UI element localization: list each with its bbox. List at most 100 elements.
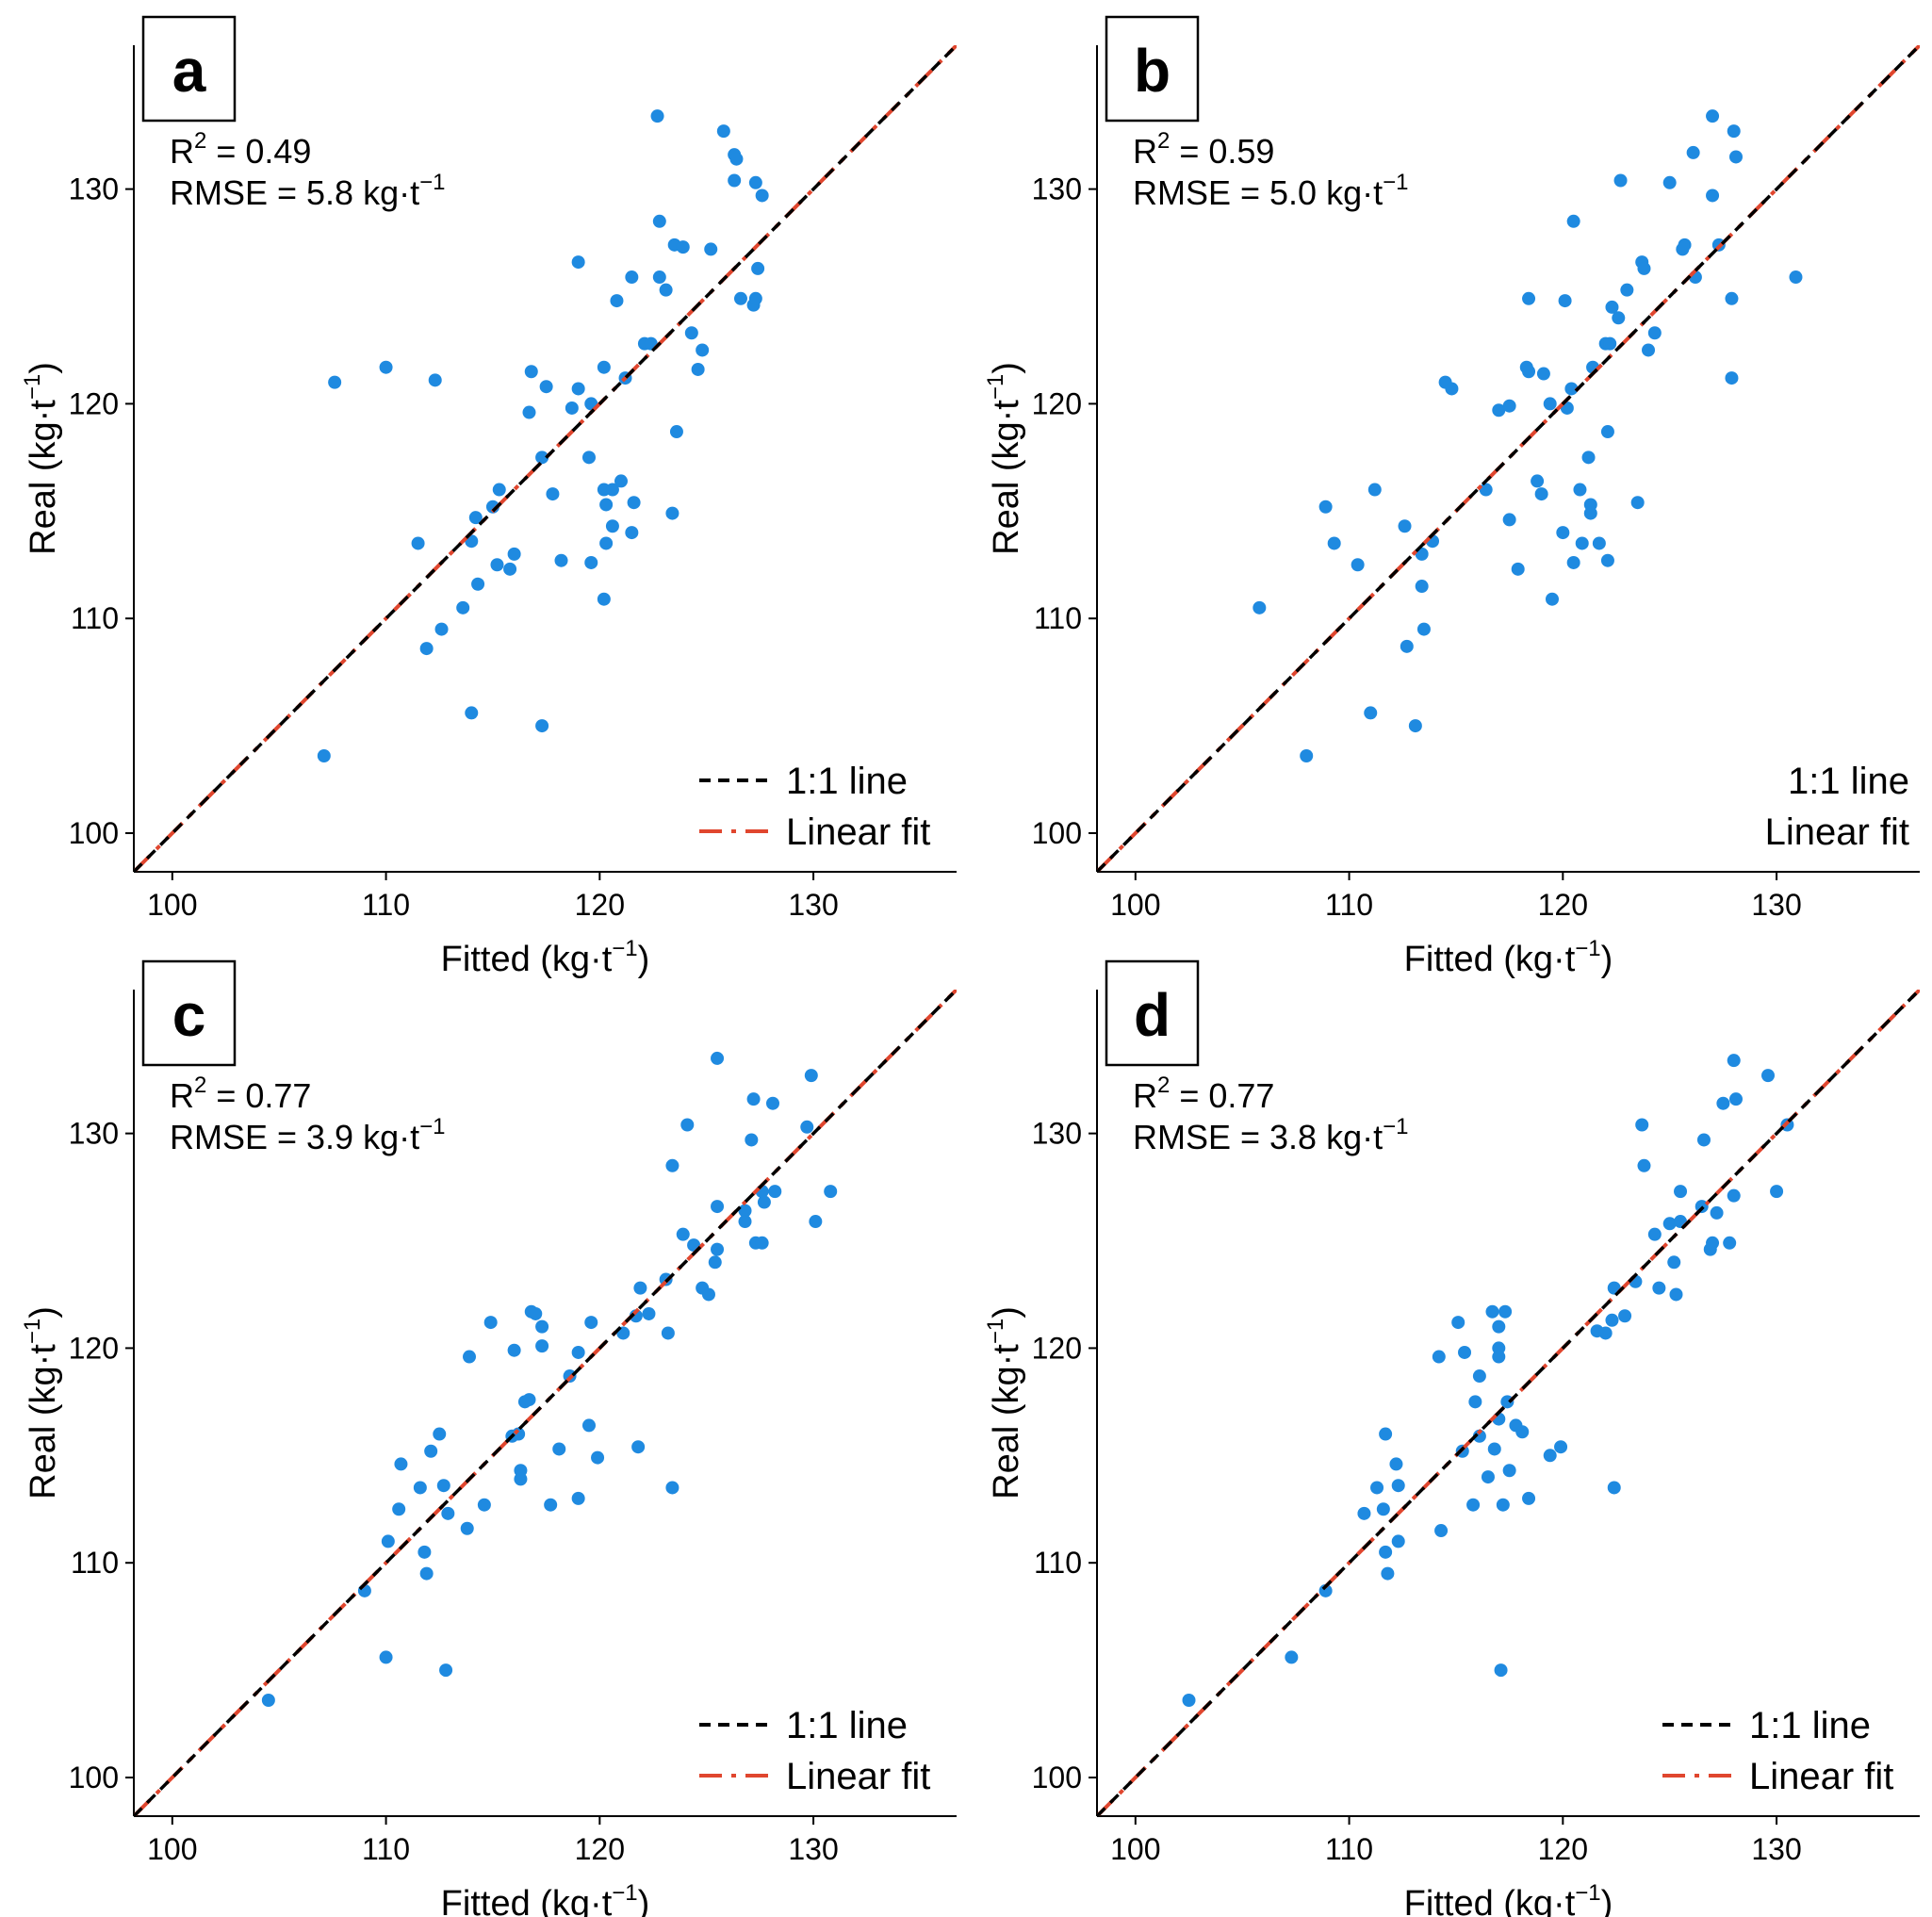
data-point — [261, 1693, 275, 1707]
data-point — [456, 600, 470, 614]
data-point — [1647, 326, 1662, 340]
data-point — [581, 451, 596, 465]
rmse-text: RMSE = 5.8 kg·t−1 — [170, 170, 445, 212]
data-point — [554, 553, 568, 567]
data-point — [665, 1481, 679, 1495]
data-point — [1502, 399, 1516, 413]
data-point — [581, 1418, 596, 1433]
legend-item: 1:1 line — [699, 761, 908, 802]
data-point — [1432, 1350, 1446, 1364]
data-point — [1605, 1313, 1619, 1327]
legend-item: Linear fit — [1765, 811, 1909, 853]
legend-label: Linear fit — [1765, 811, 1909, 853]
data-point — [1566, 214, 1580, 228]
rmse-text: RMSE = 5.0 kg·t−1 — [1133, 170, 1408, 212]
data-points — [1253, 109, 1803, 762]
data-point — [1472, 1429, 1486, 1443]
data-point — [1725, 291, 1739, 305]
y-tick-label: 100 — [69, 1761, 119, 1794]
panel-label-box — [141, 959, 237, 1067]
panels: 100 110 120 130 100 110 120 130 Fitted (kg·t−1) R… — [20, 15, 1920, 1917]
data-point — [605, 519, 619, 533]
data-point — [1600, 425, 1614, 439]
legend-item: Linear fit — [699, 811, 930, 853]
data-point — [1543, 1449, 1557, 1463]
rmse-text: RMSE = 3.9 kg·t−1 — [170, 1114, 445, 1156]
data-point — [535, 1319, 549, 1334]
data-point — [1492, 1319, 1506, 1334]
data-point — [1581, 451, 1596, 465]
data-point — [535, 719, 549, 733]
data-point — [1706, 1236, 1720, 1250]
data-point — [652, 270, 666, 285]
data-point — [1522, 291, 1536, 305]
data-point — [765, 1096, 779, 1110]
data-point — [1415, 580, 1429, 594]
data-point — [507, 547, 521, 561]
data-point — [748, 175, 762, 189]
data-point — [809, 1215, 823, 1229]
data-point — [1607, 1481, 1621, 1495]
x-tick-label: 100 — [147, 888, 197, 922]
data-point — [1357, 1506, 1371, 1520]
x-tick-label: 100 — [1110, 1832, 1160, 1866]
x-axis-title: Fitted (kg·t−1) — [441, 1880, 650, 1917]
data-point — [419, 642, 434, 656]
data-point — [728, 173, 742, 188]
data-point — [1364, 706, 1378, 720]
data-point — [544, 1498, 558, 1512]
data-point — [1318, 500, 1333, 514]
data-point — [1458, 1345, 1472, 1359]
data-point — [659, 283, 673, 297]
data-point — [1716, 1096, 1730, 1110]
data-point — [539, 380, 553, 394]
legend-label: 1:1 line — [786, 761, 908, 802]
data-point — [411, 536, 425, 550]
x-tick-label: 130 — [788, 1832, 838, 1866]
data-point — [1637, 261, 1651, 275]
data-point — [652, 214, 666, 228]
data-point — [1379, 1427, 1393, 1441]
data-point — [748, 291, 762, 305]
data-point — [1686, 145, 1700, 159]
data-point — [1789, 270, 1803, 285]
data-point — [591, 1450, 605, 1465]
data-point — [1391, 1534, 1405, 1548]
data-point — [571, 1491, 585, 1505]
data-point — [1558, 294, 1572, 308]
data-point — [1253, 600, 1267, 614]
data-point — [768, 1185, 782, 1199]
data-point — [507, 1343, 521, 1357]
data-point — [565, 401, 579, 415]
panel-label: b — [1134, 37, 1171, 105]
data-point — [436, 1479, 450, 1493]
data-point — [1367, 483, 1382, 497]
legend-label: 1:1 line — [1788, 761, 1909, 802]
legend-item: Linear fit — [1662, 1756, 1893, 1797]
data-point — [1492, 1350, 1506, 1364]
data-point — [514, 1472, 528, 1486]
data-point — [1522, 1491, 1536, 1505]
y-tick-label: 120 — [69, 1331, 119, 1365]
data-point — [733, 291, 747, 305]
data-point — [584, 1316, 598, 1330]
data-point — [1466, 1498, 1481, 1512]
panel-label: c — [172, 981, 206, 1049]
data-point — [1300, 748, 1314, 762]
r-squared-text: R2 = 0.77 — [170, 1073, 311, 1115]
data-point — [535, 451, 549, 465]
x-tick-label: 130 — [788, 888, 838, 922]
data-point — [419, 1566, 434, 1581]
data-point — [800, 1120, 814, 1134]
data-point — [418, 1545, 432, 1559]
data-point — [317, 748, 331, 762]
data-point — [1583, 506, 1597, 520]
data-point — [1472, 1369, 1486, 1384]
data-point — [1381, 1566, 1395, 1581]
data-point — [676, 1227, 690, 1241]
data-point — [468, 511, 483, 525]
data-point — [745, 1133, 759, 1147]
y-tick-label: 120 — [1032, 1331, 1082, 1365]
data-point — [1502, 1464, 1516, 1478]
data-point — [1727, 1188, 1741, 1203]
